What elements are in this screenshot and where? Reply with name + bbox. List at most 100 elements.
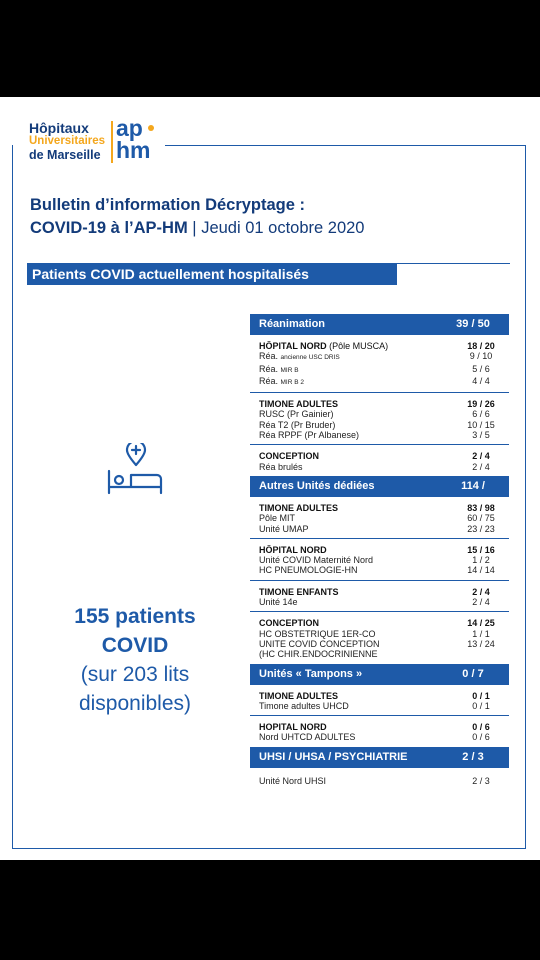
row-value: 2 / 4 — [472, 461, 490, 472]
row-label: HC PNEUMOLOGIE-HN — [259, 565, 358, 576]
table-section-header: UHSI / UHSA / PSYCHIATRIE 2 / 3 — [250, 746, 509, 768]
page-frame-top-line — [165, 145, 526, 146]
summary-line-4: disponibles) — [78, 692, 192, 715]
row-label: Timone adultes UHCD — [259, 700, 349, 711]
row-label: HC OBSTETRIQUE 1ER-CO — [259, 628, 376, 639]
row-label: CONCEPTION — [259, 451, 320, 462]
row-value: 0 / 1 — [472, 690, 490, 701]
table-row: Unité Nord UHSI 2 / 3 — [259, 776, 509, 786]
row-value: 0 / 1 — [472, 700, 490, 711]
table-row: TIMONE ADULTES 83 / 98 — [259, 503, 509, 513]
title-date: Jeudi 01 octobre 2020 — [201, 219, 365, 237]
table-row: TIMONE ADULTES 19 / 26 — [259, 399, 509, 409]
row-label: HÔPITAL NORD — [259, 341, 327, 351]
table-row: Réa. ancienne USC DRIS 9 / 10 — [259, 351, 509, 363]
table-row: HÔPITAL NORD (Pôle MUSCA) 18 / 20 — [259, 341, 509, 351]
row-value — [459, 649, 509, 659]
section-header-value: 114 / 143 — [461, 479, 485, 513]
row-label: TIMONE ADULTES — [259, 399, 338, 410]
logo-line-1: Hôpitaux — [29, 120, 89, 136]
row-value: 60 / 75 — [467, 513, 495, 524]
patients-summary: 155 patients COVID (sur 203 lits disponi… — [25, 602, 245, 718]
row-label: Réa. — [259, 375, 281, 386]
row-value: 2 / 4 — [472, 597, 490, 608]
row-label: Réa brulés — [259, 461, 303, 472]
row-value: 9 / 10 — [469, 351, 493, 362]
table-row: HC PNEUMOLOGIE-HN 14 / 14 — [259, 565, 509, 575]
row-value: 5 / 6 — [472, 363, 490, 374]
row-value: 14 / 14 — [467, 565, 495, 576]
row-label: RUSC (Pr Gainier) — [259, 409, 334, 420]
table-group: HÔPITAL NORD 15 / 16 Unité COVID Materni… — [250, 539, 509, 581]
table-row: Unité 14e 2 / 4 — [259, 597, 509, 607]
table-row: HC OBSTETRIQUE 1ER-CO 1 / 1 — [259, 629, 509, 639]
row-value: 14 / 25 — [467, 618, 495, 629]
table-row: CONCEPTION 2 / 4 — [259, 451, 509, 461]
bulletin-page: Hôpitaux Universitaires de Marseille ap … — [0, 97, 540, 860]
table-group: Unité Nord UHSI 2 / 3 — [250, 768, 509, 790]
table-row: Réa RPPF (Pr Albanese) 3 / 5 — [259, 430, 509, 440]
section-header-label: Autres Unités dédiées — [259, 479, 375, 492]
table-row: CONCEPTION 14 / 25 — [259, 618, 509, 628]
table-group: HOPITAL NORD 0 / 6 Nord UHTCD ADULTES 0 … — [250, 716, 509, 747]
hospital-bed-icon — [105, 439, 165, 499]
row-label: TIMONE ADULTES — [259, 690, 338, 701]
logo-mark-bottom: hm — [116, 137, 151, 163]
row-value: 4 / 4 — [472, 375, 490, 386]
row-label: Unité UMAP — [259, 523, 309, 534]
row-label: Réa T2 (Pr Bruder) — [259, 419, 336, 430]
row-label: Nord UHTCD ADULTES — [259, 732, 356, 743]
row-label: TIMONE ENFANTS — [259, 586, 339, 597]
bulletin-title: Bulletin d’information Décryptage : COVI… — [30, 194, 364, 240]
row-label-small: MIR B — [280, 366, 299, 374]
table-row: UNITE COVID CONCEPTION 13 / 24 — [259, 639, 509, 649]
logo-line-3: de Marseille — [29, 147, 101, 162]
summary-line-1: 155 patients — [74, 605, 196, 628]
section-header-label: Réanimation — [259, 318, 326, 330]
table-row: Réa. MIR B 2 4 / 4 — [259, 376, 509, 388]
table-row: Pôle MIT 60 / 75 — [259, 513, 509, 523]
logo-dot-icon — [148, 125, 154, 131]
page-frame — [12, 145, 526, 849]
table-section-header: Unités « Tampons » 0 / 7 — [250, 663, 509, 685]
section-banner: Patients COVID actuellement hospitalisés — [27, 263, 397, 285]
row-label: (HC CHIR.ENDOCRINIENNE — [259, 649, 378, 660]
table-row: HÔPITAL NORD 15 / 16 — [259, 545, 509, 555]
row-value: 15 / 16 — [467, 544, 495, 555]
table-group: TIMONE ADULTES 0 / 1 Timone adultes UHCD… — [250, 685, 509, 717]
table-row: Réa. MIR B 5 / 6 — [259, 364, 509, 376]
table-row: Unité COVID Maternité Nord 1 / 2 — [259, 555, 509, 565]
table-row: Réa brulés 2 / 4 — [259, 462, 509, 472]
title-line-2: COVID-19 à l’AP-HM — [30, 219, 188, 237]
row-value: 19 / 26 — [467, 399, 495, 410]
title-separator: | — [192, 219, 197, 237]
row-value: 10 / 15 — [467, 419, 495, 430]
table-row: (HC CHIR.ENDOCRINIENNE — [259, 649, 509, 659]
table-row: TIMONE ADULTES 0 / 1 — [259, 691, 509, 701]
row-label: HOPITAL NORD — [259, 722, 327, 733]
row-label-small: MIR B 2 — [280, 378, 304, 386]
row-value: 2 / 4 — [472, 451, 490, 462]
logo-wordmark: Hôpitaux Universitaires de Marseille — [29, 121, 109, 161]
table-group: HÔPITAL NORD (Pôle MUSCA) 18 / 20 Réa. a… — [250, 335, 509, 394]
row-label: Réa. — [259, 351, 281, 362]
logo-mark: ap hm — [116, 115, 151, 163]
logo-mark-top: ap — [116, 115, 143, 141]
row-value: 1 / 1 — [472, 628, 490, 639]
logo-divider — [111, 121, 113, 163]
row-value: 0 / 6 — [472, 732, 490, 743]
section-header-value: 2 / 3 — [462, 750, 484, 763]
row-label: Pôle MIT — [259, 513, 296, 524]
table-row: RUSC (Pr Gainier) 6 / 6 — [259, 409, 509, 419]
row-label-extra: (Pôle MUSCA) — [326, 341, 389, 351]
row-label: CONCEPTION — [259, 618, 320, 629]
row-label: Réa. — [259, 363, 281, 374]
beds-table: Réanimation 39 / 50 HÔPITAL NORD (Pôle M… — [250, 314, 509, 790]
section-header-label: Unités « Tampons » — [259, 667, 363, 680]
row-value: 3 / 5 — [472, 430, 490, 441]
row-label: TIMONE ADULTES — [259, 502, 338, 513]
summary-line-3: (sur 203 lits — [80, 663, 190, 686]
table-group: TIMONE ADULTES 83 / 98 Pôle MIT 60 / 75 … — [250, 497, 509, 539]
logo-line-2: Universitaires — [29, 135, 106, 147]
table-row: HOPITAL NORD 0 / 6 — [259, 722, 509, 732]
